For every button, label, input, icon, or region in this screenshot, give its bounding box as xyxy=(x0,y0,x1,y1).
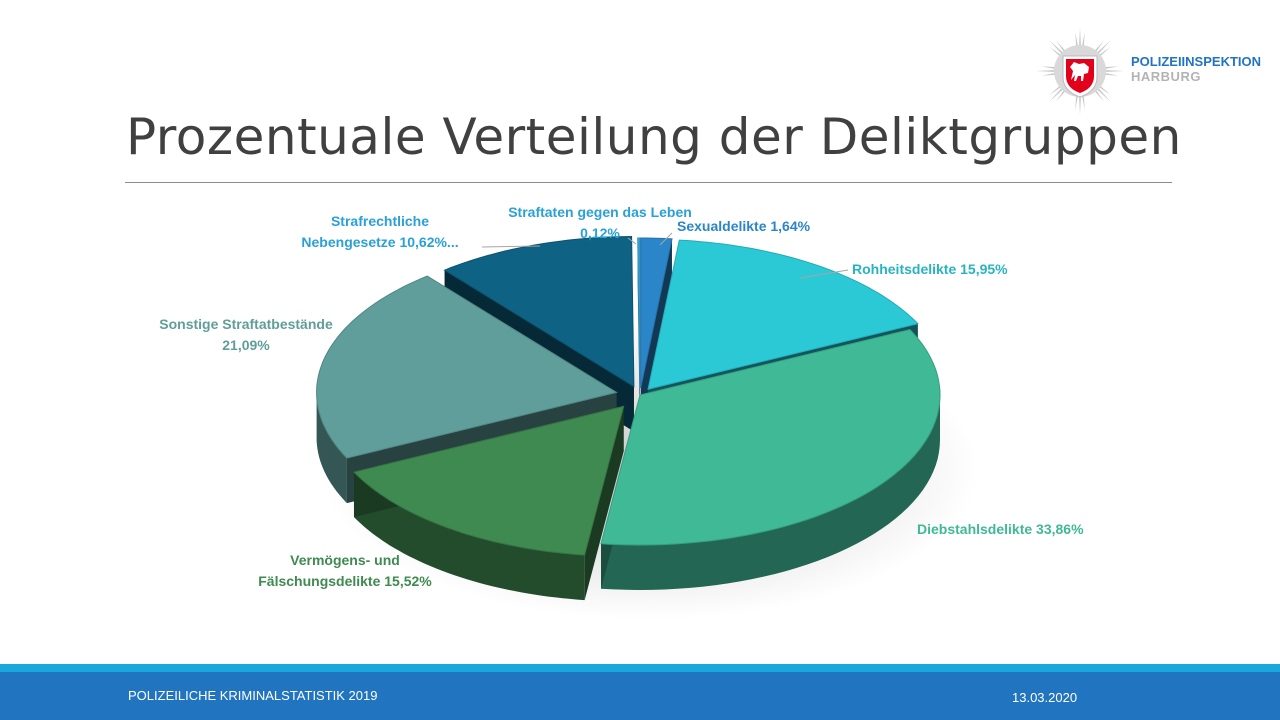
logo-line-2: HARBURG xyxy=(1131,69,1201,84)
leader-line xyxy=(481,245,541,248)
footer-title: POLIZEILICHE KRIMINALSTATISTIK 2019 xyxy=(128,688,378,703)
footer-stripe xyxy=(0,664,1280,672)
data-label: Straftaten gegen das Leben xyxy=(508,204,692,220)
leader-line xyxy=(659,232,673,246)
pie-slice-straftaten-gegen-das-leben xyxy=(637,237,641,434)
data-label: Strafrechtliche xyxy=(331,213,429,229)
pie-slice-verm-gens-und-f-lschungsdelikte xyxy=(353,405,625,601)
logo-text: POLIZEIINSPEKTION HARBURG xyxy=(1131,54,1261,84)
footer-date: 13.03.2020 xyxy=(1012,690,1078,705)
leader-line xyxy=(627,237,637,245)
data-label: Sonstige Straftatbestände xyxy=(159,316,333,332)
footer-bar: POLIZEILICHE KRIMINALSTATISTIK 2019 13.0… xyxy=(0,672,1280,720)
page-title: Prozentuale Verteilung der Deliktgruppen xyxy=(126,108,1182,166)
data-label: Sexualdelikte 1,64% xyxy=(677,218,811,234)
title-divider xyxy=(125,182,1172,183)
leader-line xyxy=(799,269,849,279)
data-label: Fälschungsdelikte 15,52% xyxy=(258,573,432,589)
data-label: Rohheitsdelikte 15,95% xyxy=(852,261,1008,277)
police-star-logo-icon xyxy=(1036,27,1124,115)
pie-chart: Sexualdelikte 1,64% Rohheitsdelikte 15,95… xyxy=(159,204,1084,620)
data-label: 21,09% xyxy=(222,337,270,353)
data-label: Nebengesetze 10,62%... xyxy=(301,234,458,250)
logo-line-1: POLIZEIINSPEKTION xyxy=(1131,54,1262,69)
data-label: Diebstahlsdelikte 33,86% xyxy=(917,521,1084,537)
pie-slice-diebstahlsdelikte xyxy=(600,328,941,590)
data-label: Vermögens- und xyxy=(290,552,400,568)
data-label: 0,12% xyxy=(580,225,620,241)
